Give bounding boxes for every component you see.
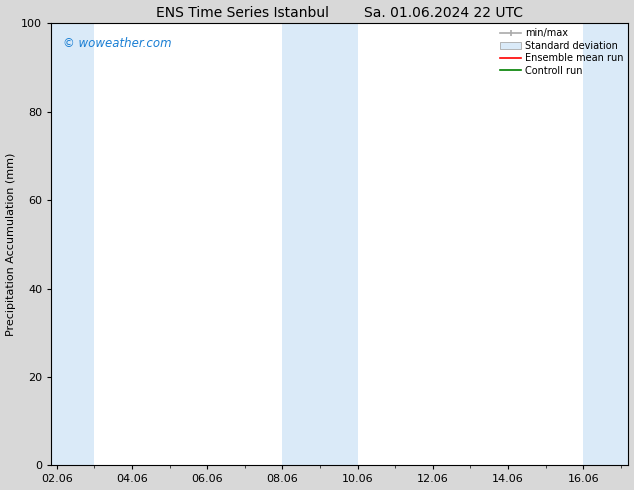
Bar	[282, 24, 358, 465]
Y-axis label: Precipitation Accumulation (mm): Precipitation Accumulation (mm)	[6, 153, 16, 336]
Title: ENS Time Series Istanbul        Sa. 01.06.2024 22 UTC: ENS Time Series Istanbul Sa. 01.06.2024 …	[157, 5, 523, 20]
Text: © woweather.com: © woweather.com	[63, 37, 171, 50]
Bar	[51, 24, 94, 465]
Legend: min/max, Standard deviation, Ensemble mean run, Controll run: min/max, Standard deviation, Ensemble me…	[498, 26, 626, 77]
Bar	[583, 24, 628, 465]
